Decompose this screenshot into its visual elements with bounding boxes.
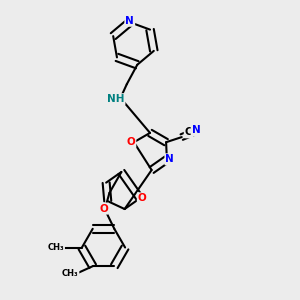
Text: N: N [125,16,134,26]
Text: O: O [99,204,108,214]
Text: C: C [185,127,192,137]
Text: O: O [138,194,147,203]
Text: O: O [127,137,135,147]
Text: CH₃: CH₃ [47,243,64,252]
Text: N: N [166,154,174,164]
Text: NH: NH [107,94,124,104]
Text: CH₃: CH₃ [62,269,79,278]
Text: N: N [192,125,200,135]
